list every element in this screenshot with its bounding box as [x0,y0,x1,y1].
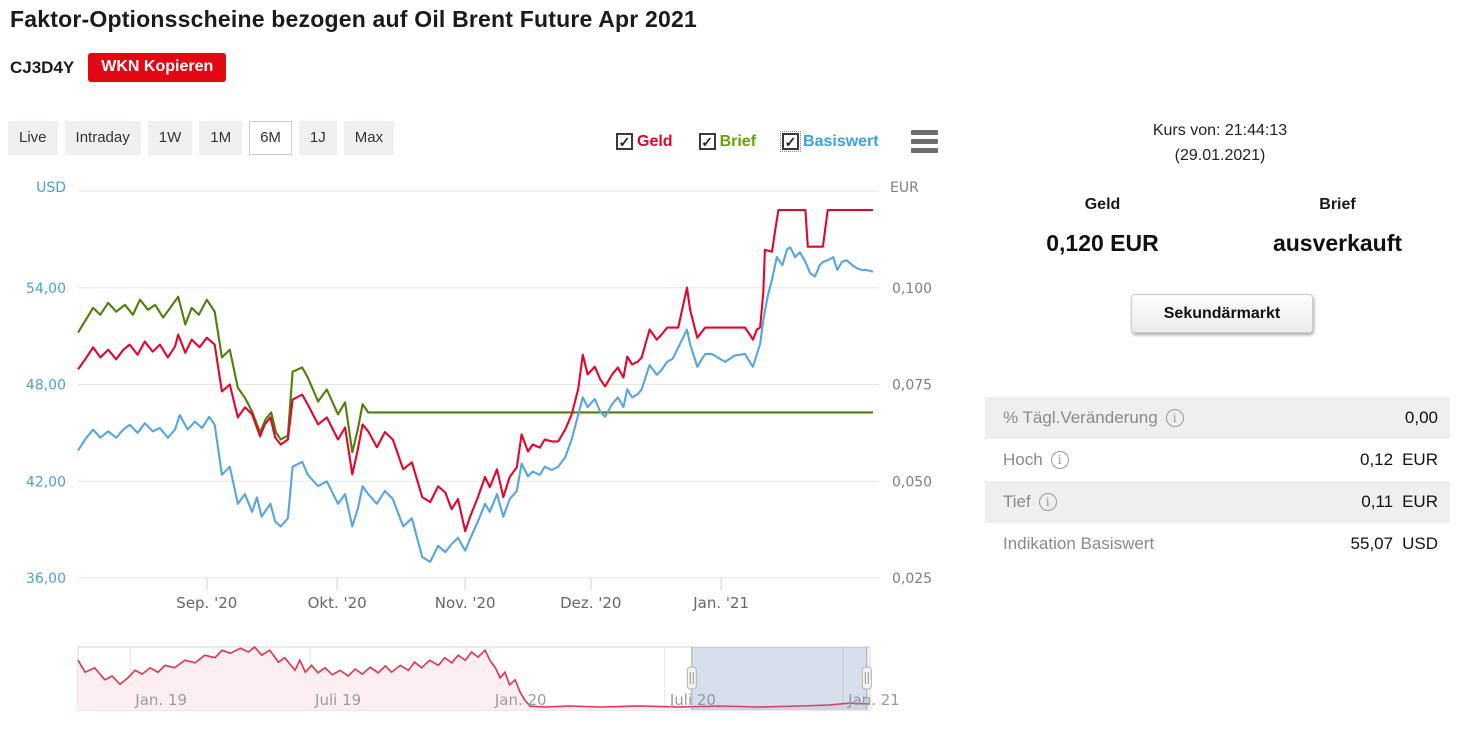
range-button-max[interactable]: Max [343,121,395,155]
legend-label: Geld [637,132,673,150]
bid-header: Geld [1084,196,1121,213]
navigator-axis-label: Juli 19 [314,691,361,709]
legend-label: Brief [719,132,757,150]
x-axis-label: Nov. '20 [435,594,496,612]
ask-header: Brief [1319,196,1356,213]
stat-value: 0,11 [1361,492,1394,511]
main-chart[interactable]: USD EUR 54,00 48,00 42,00 36,00 0,100 0,075 0,05… [0,170,975,630]
stat-label: Indikation Basiswert [1003,534,1155,553]
stat-row: Indikation Basiswert 55,07 USD [985,523,1450,565]
page-title: Faktor-Optionsscheine bezogen auf Oil Br… [10,6,697,32]
stat-label: Tief i [1003,492,1057,512]
stat-row: Hoch i 0,12 EUR [985,439,1450,481]
range-button-intraday[interactable]: Intraday [64,121,141,155]
stats-table: % Tägl.Veränderung i 0,00 Hoch i 0,12 EUR Tief i… [985,397,1450,565]
info-icon[interactable]: i [1165,409,1184,427]
brief-line [77,295,873,454]
quote-timestamp: Kurs von: 21:44:13 (29.01.2021) [985,118,1455,168]
quote-panel: Kurs von: 21:44:13 (29.01.2021) Geld Bri… [985,0,1455,620]
stat-unit: EUR [1402,450,1438,469]
checkbox-icon[interactable]: ✓ [698,133,716,150]
checkbox-icon[interactable]: ✓ [780,131,802,152]
stat-value: 55,07 [1350,534,1394,553]
navigator-axis-label: Jan. 21 [847,691,900,709]
range-button-1w[interactable]: 1W [147,121,193,155]
ask-value: ausverkauft [1272,230,1403,256]
right-axis-tick-label: 0,025 [892,571,932,587]
geld-line [77,208,873,533]
navigator-axis-label: Jan. 19 [134,691,187,709]
x-axis-label: Jan. '21 [692,594,749,612]
right-axis-tick-label: 0,075 [892,378,932,394]
left-axis-tick-label: 54,00 [26,281,66,297]
basiswert-line [77,246,874,563]
handle-grip-icon[interactable] [861,666,872,690]
left-axis-tick-label: 42,00 [26,474,66,490]
wkn-row: CJ3D4Y WKN Kopieren [10,53,227,82]
range-button-1j[interactable]: 1J [298,121,337,155]
legend-label: Basiswert [803,132,879,150]
stat-unit: EUR [1402,492,1438,511]
navigator-selection[interactable] [691,647,867,710]
navigator-axis-label: Juli 20 [669,691,716,709]
x-axis-label: Sep. '20 [176,594,237,612]
right-axis-unit-label: EUR [890,180,919,196]
navigator-chart[interactable]: Jan. 19 Juli 19 Jan. 20 Juli 20 Jan. 21 [0,635,975,741]
range-button-live[interactable]: Live [8,121,58,155]
handle-grip-icon[interactable] [686,666,697,690]
quote-date-line: (29.01.2021) [1174,147,1266,164]
left-axis-tick-label: 36,00 [26,571,66,587]
x-axis-label: Okt. '20 [308,594,367,612]
quote-time-line: Kurs von: 21:44:13 [1152,122,1288,139]
right-axis-tick-label: 0,100 [892,281,932,297]
legend-item-geld[interactable]: ✓ Geld [616,133,673,151]
range-button-1m[interactable]: 1M [199,121,243,155]
navigator-handle-left[interactable] [686,666,697,690]
left-axis-unit-label: USD [36,180,66,196]
legend-item-basiswert[interactable]: ✓ Basiswert [780,131,879,152]
range-button-6m[interactable]: 6M [249,121,292,155]
stat-label: Hoch i [1003,450,1069,470]
wkn-code: CJ3D4Y [10,57,75,77]
bid-value: 0,120 EUR [1046,230,1159,256]
navigator-handle-right[interactable] [861,666,872,690]
x-axis-label: Dez. '20 [560,594,621,612]
navigator-area [78,647,870,710]
navigator-axis-label: Jan. 20 [494,691,547,709]
stat-value: 0,12 [1360,450,1394,469]
stat-row: % Tägl.Veränderung i 0,00 [985,397,1450,439]
right-axis-tick-label: 0,050 [892,474,932,490]
info-icon[interactable]: i [1050,451,1069,469]
stat-unit: USD [1402,534,1438,553]
chart-legend: ✓ Geld ✓ Brief ✓ Basiswert [616,130,938,153]
left-axis-tick-label: 48,00 [26,378,66,394]
stat-value: 0,00 [1404,408,1438,427]
info-icon[interactable]: i [1038,493,1057,511]
secondary-market-button[interactable]: Sekundärmarkt [1131,294,1313,333]
checkbox-icon[interactable]: ✓ [616,133,633,150]
stat-row: Tief i 0,11 EUR [985,481,1450,523]
wkn-copy-button[interactable]: WKN Kopieren [88,53,227,82]
stat-label: % Tägl.Veränderung i [1003,408,1184,428]
legend-item-brief[interactable]: ✓ Brief [698,132,757,151]
hamburger-menu-icon[interactable] [910,130,938,153]
navigator-line [77,645,871,708]
range-buttons: Live Intraday 1W 1M 6M 1J Max [8,121,395,155]
